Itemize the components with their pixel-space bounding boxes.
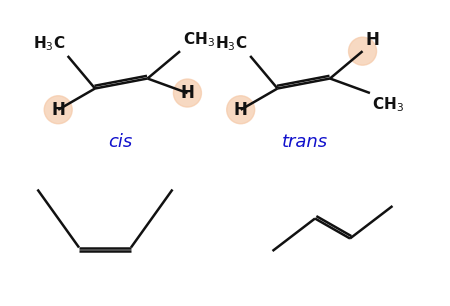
Text: CH$_3$: CH$_3$ [373,95,405,114]
Text: cis: cis [108,133,132,151]
Text: H: H [234,101,248,119]
Circle shape [349,37,377,65]
Text: H: H [365,31,379,49]
Text: CH$_3$: CH$_3$ [183,30,215,49]
Circle shape [227,96,255,124]
Text: H: H [180,84,194,102]
Text: trans: trans [282,133,328,151]
Text: H: H [51,101,65,119]
Circle shape [173,79,202,107]
Circle shape [44,96,72,124]
Text: H$_3$C: H$_3$C [33,35,65,54]
Text: H$_3$C: H$_3$C [216,35,248,54]
